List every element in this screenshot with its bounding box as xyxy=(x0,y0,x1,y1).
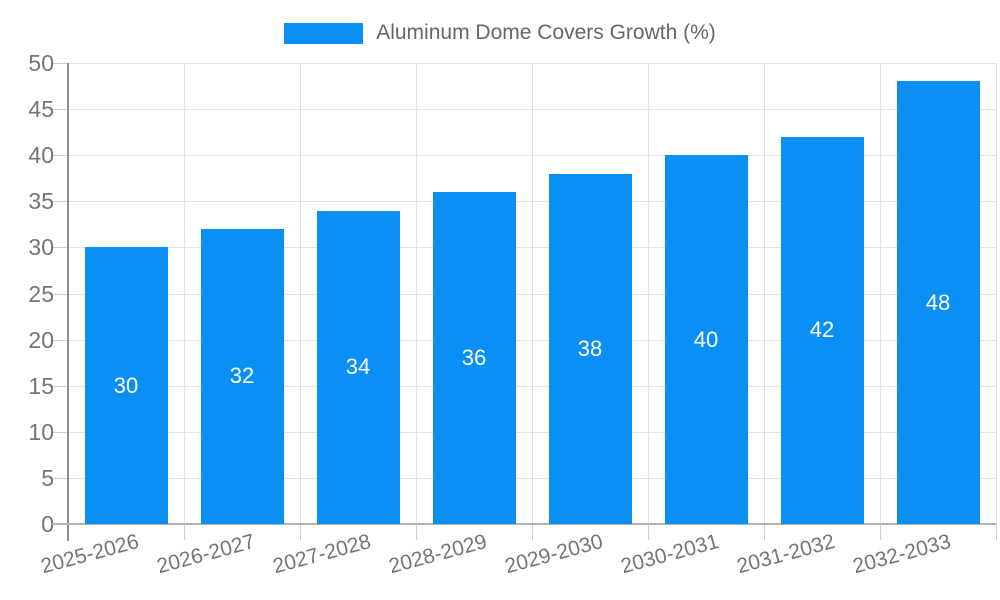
legend[interactable]: Aluminum Dome Covers Growth (%) xyxy=(0,20,1000,46)
x-axis-line xyxy=(52,523,996,525)
bar-2025-2026: 30 xyxy=(84,247,168,524)
x-axis-tick xyxy=(416,524,417,540)
gridline-vertical xyxy=(300,63,301,524)
y-axis-tick-label: 45 xyxy=(28,96,54,123)
bar-value-label: 38 xyxy=(577,335,603,361)
x-axis-tick-label: 2029-2030 xyxy=(501,530,605,579)
gridline-vertical xyxy=(532,63,533,524)
bar-value-label: 40 xyxy=(693,326,719,352)
y-axis-tick xyxy=(52,247,68,249)
bar-value-label: 36 xyxy=(461,345,487,371)
x-axis-tick-label: 2032-2033 xyxy=(849,530,953,579)
y-axis-tick xyxy=(52,477,68,479)
x-axis-tick xyxy=(880,524,881,540)
gridline-vertical xyxy=(184,63,185,524)
y-axis-tick-label: 0 xyxy=(41,511,54,537)
bar-2029-2030: 38 xyxy=(548,173,632,524)
x-axis-tick-label: 2026-2027 xyxy=(153,530,257,579)
bar-2032-2033: 48 xyxy=(896,81,980,524)
bar-2030-2031: 40 xyxy=(664,155,748,524)
y-axis-tick-label: 50 xyxy=(28,50,54,76)
legend-label: Aluminum Dome Covers Growth (%) xyxy=(376,21,716,44)
gridline-vertical xyxy=(416,63,417,524)
x-axis-tick xyxy=(184,524,185,540)
gridline-vertical xyxy=(648,63,649,524)
x-axis-tick-label: 2025-2026 xyxy=(37,530,141,579)
x-axis-tick-label: 2030-2031 xyxy=(617,530,721,579)
y-axis-tick xyxy=(52,293,68,295)
gridline-vertical xyxy=(880,63,881,524)
bar-2026-2027: 32 xyxy=(200,228,284,524)
legend-swatch xyxy=(284,22,364,44)
bar-2028-2029: 36 xyxy=(432,192,516,524)
x-axis-tick-label: 2027-2028 xyxy=(269,530,373,579)
y-axis-tick xyxy=(52,385,68,387)
y-axis-tick-label: 10 xyxy=(28,418,54,445)
bar-value-label: 32 xyxy=(229,363,255,389)
y-axis-tick xyxy=(52,431,68,433)
y-axis-tick xyxy=(52,63,68,64)
bar-value-label: 42 xyxy=(809,317,835,343)
x-axis-tick xyxy=(300,524,301,540)
x-axis-tick xyxy=(532,524,533,540)
y-axis-line xyxy=(67,63,69,541)
y-axis-tick-label: 5 xyxy=(41,464,54,491)
y-axis-tick-label: 25 xyxy=(28,280,54,307)
y-axis-tick xyxy=(52,201,68,203)
bar-2031-2032: 42 xyxy=(780,136,864,524)
gridline-vertical xyxy=(996,63,997,524)
y-axis-tick-label: 30 xyxy=(28,234,54,261)
y-axis-tick-label: 15 xyxy=(28,372,54,399)
x-axis-tick-label: 2028-2029 xyxy=(385,530,489,579)
x-axis-tick xyxy=(996,524,997,540)
y-axis-tick xyxy=(52,155,68,157)
bar-2027-2028: 34 xyxy=(316,210,400,524)
bar-value-label: 48 xyxy=(925,289,951,315)
y-axis-tick-label: 40 xyxy=(28,142,54,169)
bar-value-label: 30 xyxy=(113,372,139,398)
x-axis-tick-label: 2031-2032 xyxy=(733,530,837,579)
y-axis-tick-label: 20 xyxy=(28,326,54,353)
x-axis-tick xyxy=(764,524,765,540)
y-axis-tick-label: 35 xyxy=(28,188,54,215)
y-axis-tick xyxy=(52,109,68,111)
gridline-vertical xyxy=(764,63,765,524)
x-axis-tick xyxy=(648,524,649,540)
bar-value-label: 34 xyxy=(345,354,371,380)
y-axis-tick xyxy=(52,339,68,341)
